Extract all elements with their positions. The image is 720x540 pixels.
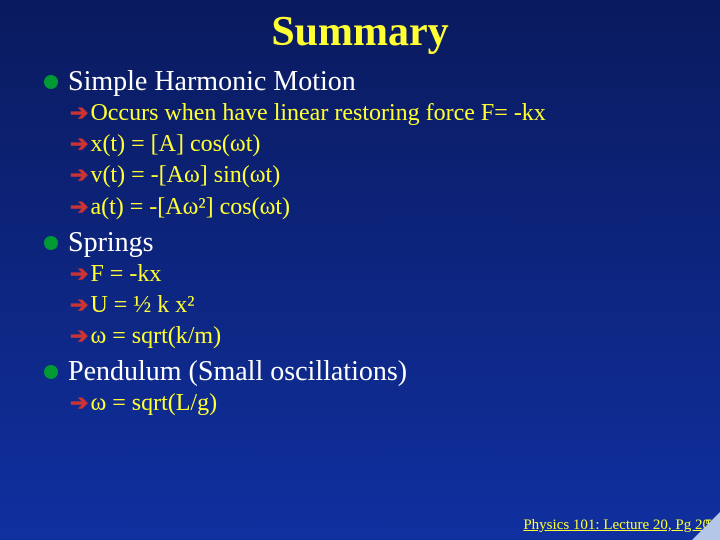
sub-text: F = -kx <box>90 259 161 290</box>
sub-item: ➔ ω = sqrt(k/m) <box>70 321 700 352</box>
slide-title: Summary <box>0 0 720 62</box>
arrow-icon: ➔ <box>70 291 88 320</box>
bullet-dot-icon <box>44 75 58 89</box>
sub-item: ➔ v(t) = -[Aω] sin(ωt) <box>70 160 700 191</box>
sub-item: ➔ x(t) = [A] cos(ωt) <box>70 129 700 160</box>
bullet-dot-icon <box>44 365 58 379</box>
sub-text: ω = sqrt(L/g) <box>90 388 217 419</box>
sub-text: ω = sqrt(k/m) <box>90 321 221 352</box>
arrow-icon: ➔ <box>70 193 88 222</box>
arrow-icon: ➔ <box>70 260 88 289</box>
sub-item: ➔ ω = sqrt(L/g) <box>70 388 700 419</box>
sub-text: U = ½ k x² <box>90 290 194 321</box>
bullet-springs: Springs <box>44 227 700 259</box>
bullet-shm: Simple Harmonic Motion <box>44 66 700 98</box>
footer-text: Physics 101: Lecture 20, Pg 20 <box>523 517 710 533</box>
bullet-dot-icon <box>44 236 58 250</box>
page-curl-icon <box>692 512 720 540</box>
arrow-icon: ➔ <box>70 99 88 128</box>
sub-item: ➔ U = ½ k x² <box>70 290 700 321</box>
sub-item: ➔ F = -kx <box>70 259 700 290</box>
sub-text: x(t) = [A] cos(ωt) <box>90 129 260 160</box>
arrow-icon: ➔ <box>70 322 88 351</box>
arrow-icon: ➔ <box>70 161 88 190</box>
slide-footer: Physics 101: Lecture 20, Pg 20 <box>523 517 710 534</box>
bullet-label: Simple Harmonic Motion <box>68 66 356 98</box>
arrow-icon: ➔ <box>70 389 88 418</box>
bullet-label: Springs <box>68 227 154 259</box>
bullet-label: Pendulum (Small oscillations) <box>68 356 407 388</box>
sub-text: Occurs when have linear restoring force … <box>90 98 545 129</box>
arrow-icon: ➔ <box>70 130 88 159</box>
sub-text: a(t) = -[Aω²] cos(ωt) <box>90 192 290 223</box>
bullet-pendulum: Pendulum (Small oscillations) <box>44 356 700 388</box>
sub-item: ➔ Occurs when have linear restoring forc… <box>70 98 700 129</box>
content-area: Simple Harmonic Motion ➔ Occurs when hav… <box>0 66 720 420</box>
sub-item: ➔ a(t) = -[Aω²] cos(ωt) <box>70 192 700 223</box>
sub-text: v(t) = -[Aω] sin(ωt) <box>90 160 280 191</box>
